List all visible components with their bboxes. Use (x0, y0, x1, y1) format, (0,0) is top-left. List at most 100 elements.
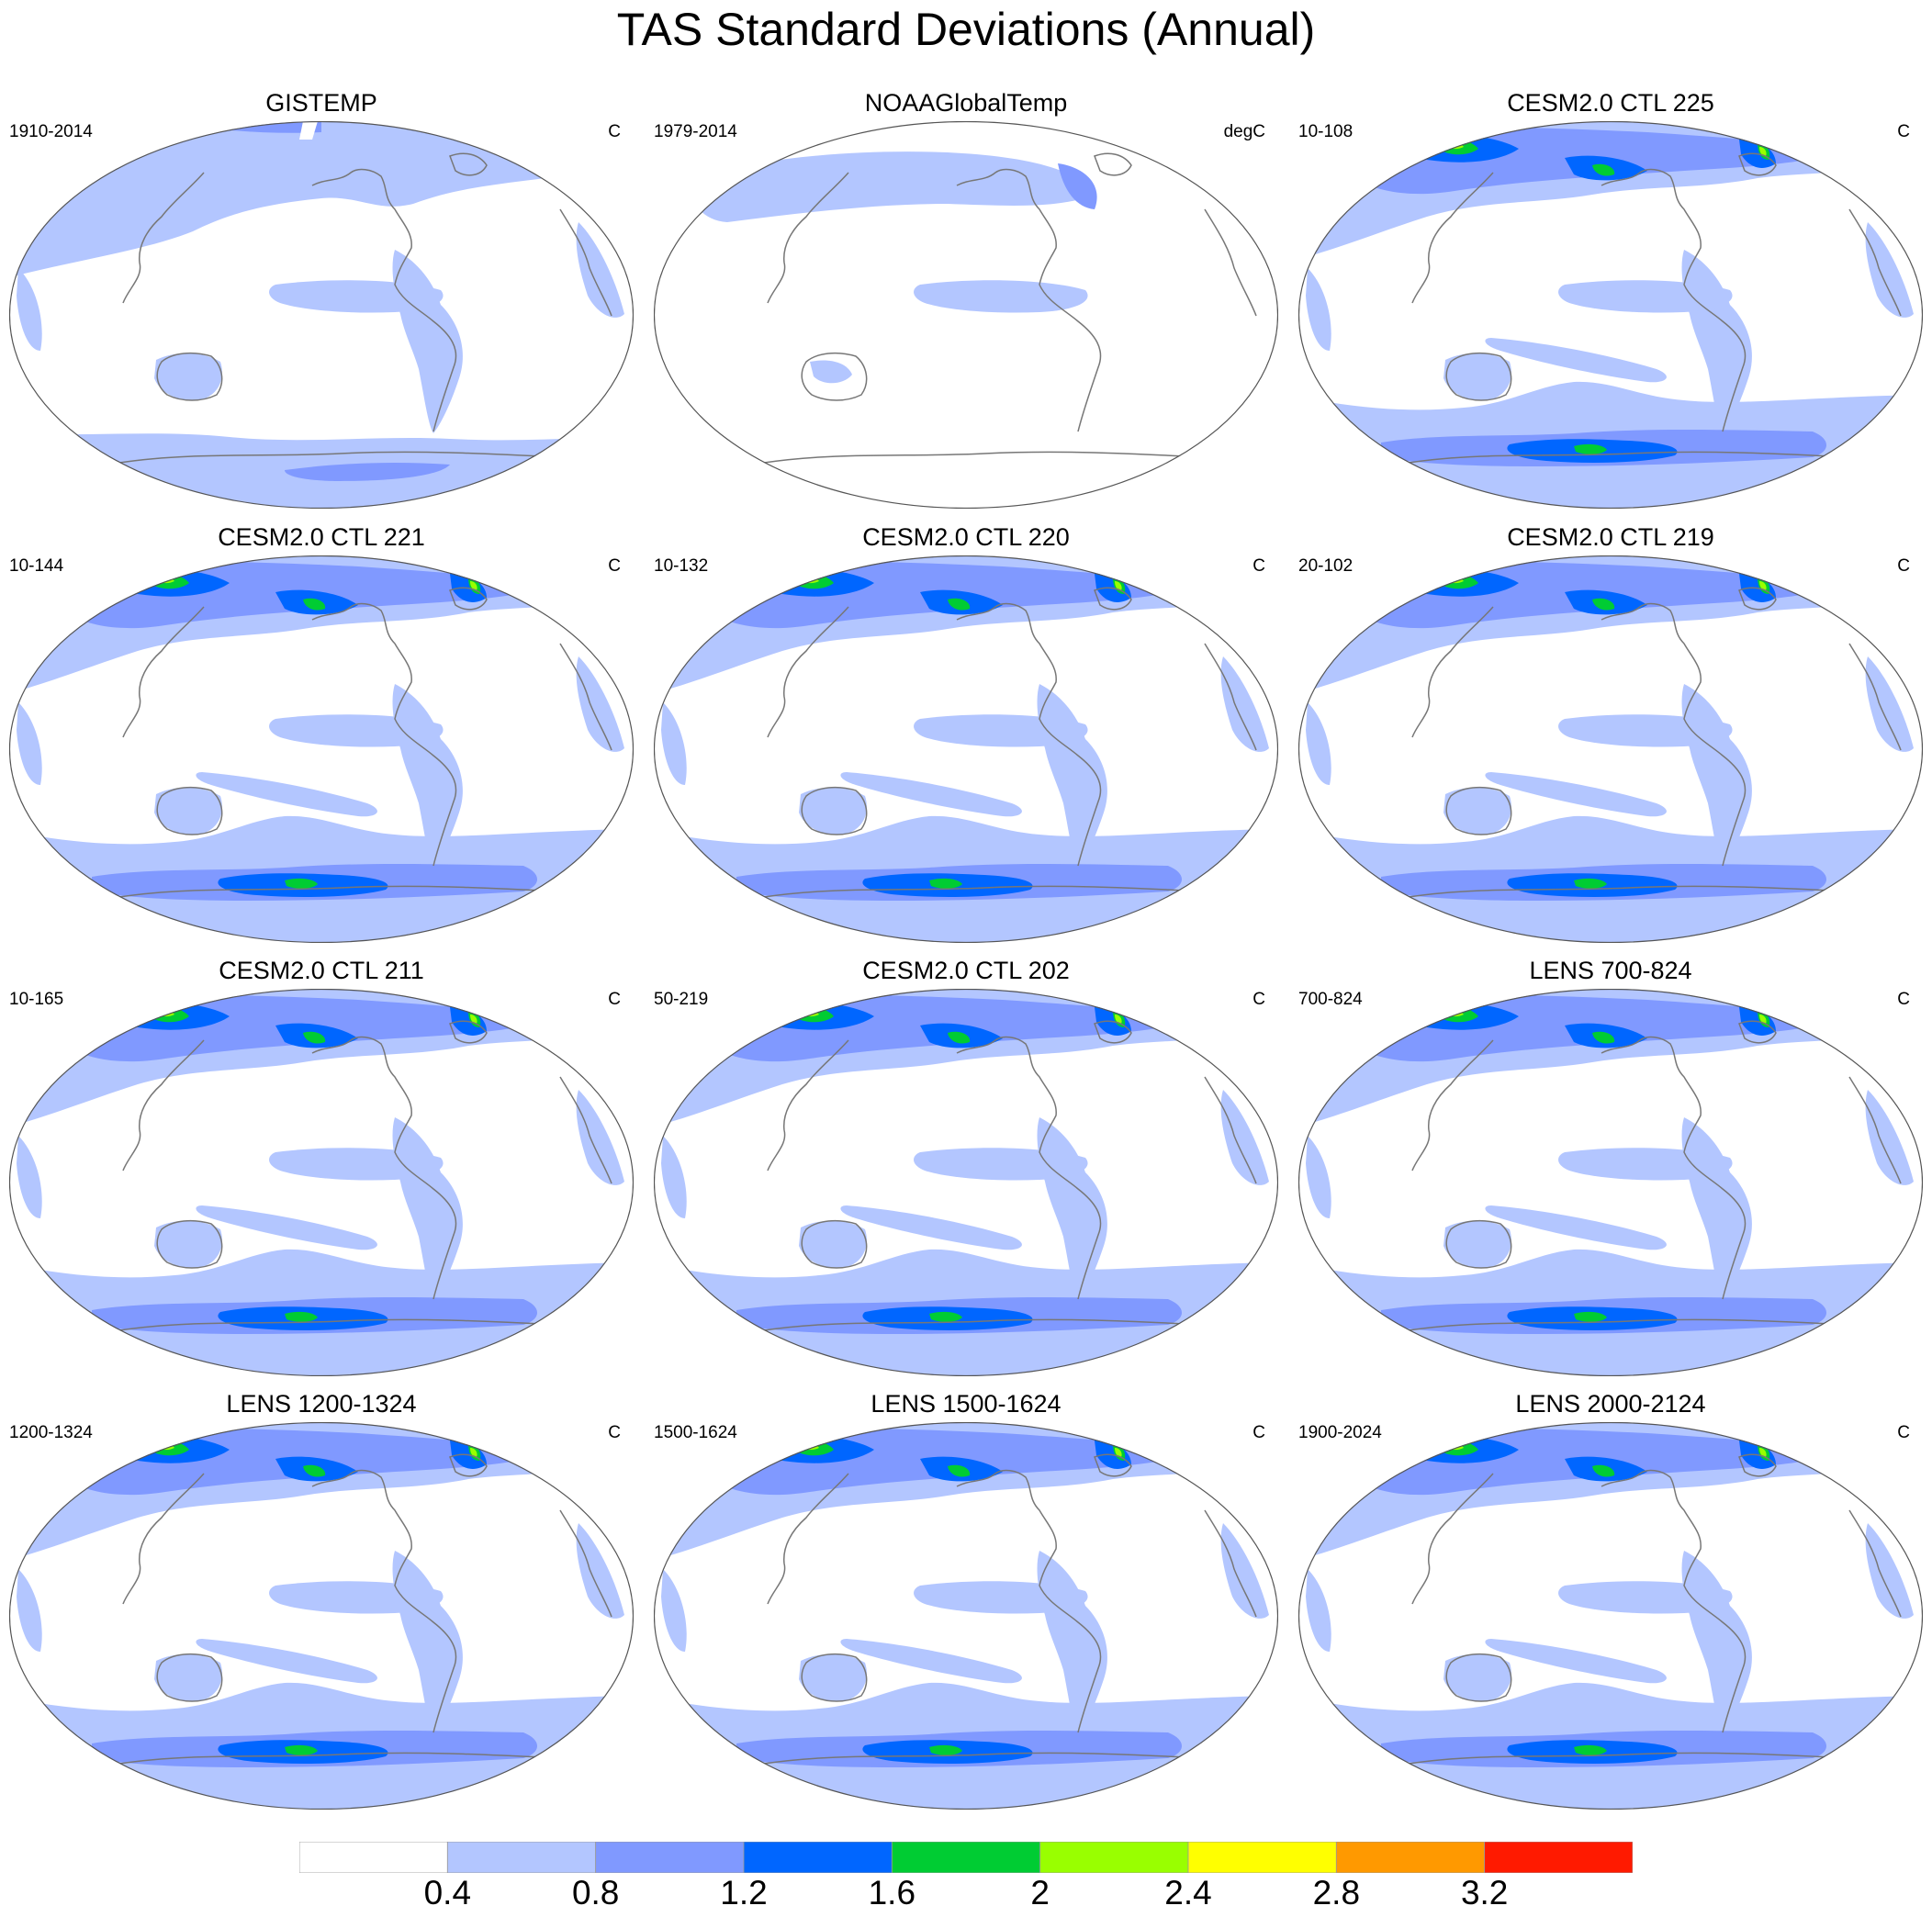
contour-0.4-0.8 (17, 222, 624, 433)
colorbar (299, 1842, 1633, 1873)
coastlines (763, 1020, 1257, 1331)
panel-title: CESM2.0 CTL 219 (1507, 523, 1714, 551)
panel-title: LENS 1200-1324 (226, 1390, 417, 1418)
map-panel: LENS 1500-1624 1500-1624 C (654, 1389, 1297, 1821)
contour-1.6-2 (1574, 443, 1607, 454)
robinson-map (654, 989, 1278, 1376)
contour-0.4-0.8 (661, 1090, 1269, 1301)
coastlines (1408, 587, 1902, 898)
contour-0.4-0.8 (196, 1205, 377, 1250)
panel-title: CESM2.0 CTL 225 (1507, 89, 1714, 117)
map-border (1298, 1422, 1923, 1810)
robinson-map (9, 121, 634, 509)
panel-period-label: 700-824 (1298, 990, 1363, 1009)
panel-period-label: 1500-1624 (654, 1423, 737, 1442)
contour-0.4-0.8 (914, 1148, 1088, 1181)
map-panel: LENS 700-824 700-824 C (1298, 956, 1932, 1387)
contour-1.6-2 (792, 1438, 1126, 1477)
colorbar-tick-label: 2.8 (1312, 1874, 1361, 1911)
map-panel: CESM2.0 CTL 220 10-132 C (654, 522, 1297, 954)
colorbar-swatch (891, 1842, 1041, 1873)
colorbar-tick-label: 0.8 (571, 1874, 620, 1911)
robinson-map (654, 121, 1278, 509)
contour-0.4-0.8 (661, 1523, 1269, 1734)
contour-1.6-2 (147, 571, 481, 611)
robinson-map (1298, 121, 1923, 509)
panel-unit-label: C (1252, 1423, 1265, 1442)
panel-unit-label: C (608, 122, 621, 141)
map-border (9, 555, 634, 943)
panel-period-label: 1910-2014 (9, 122, 93, 141)
colorbar-swatch (1187, 1842, 1337, 1873)
map-panel: CESM2.0 CTL 225 10-108 C (1298, 88, 1932, 520)
panel-unit-label: C (608, 556, 621, 576)
panel-title: GISTEMP (265, 89, 377, 117)
panel-unit-label: C (1897, 990, 1910, 1009)
map-panel: LENS 2000-2124 1900-2024 C (1298, 1389, 1932, 1821)
coastlines (1408, 1020, 1902, 1331)
panel-title: CESM2.0 CTL 220 (862, 523, 1070, 551)
contour-1.6-2 (147, 1438, 481, 1477)
robinson-map (1298, 989, 1923, 1376)
map-border (9, 1422, 634, 1810)
coastlines (118, 152, 612, 464)
contour-1.6-2 (792, 1004, 1126, 1044)
map-border (1298, 989, 1923, 1376)
map-panel: LENS 1200-1324 1200-1324 C (9, 1389, 652, 1821)
panel-period-label: 1979-2014 (654, 122, 737, 141)
panel-unit-label: degC (1223, 122, 1265, 141)
colorbar-tick-label: 3.2 (1460, 1874, 1509, 1911)
coastlines (763, 1453, 1257, 1765)
contour-0.4-0.8 (840, 1639, 1022, 1684)
map-panel: CESM2.0 CTL 219 20-102 C (1298, 522, 1932, 954)
contour-1.2-1.6 (1405, 567, 1776, 615)
contour-0.4-0.8 (1306, 1090, 1914, 1301)
colorbar-tick-label: 1.2 (720, 1874, 768, 1911)
contour-0.4-0.8 (840, 1205, 1022, 1250)
contour-1.2-1.6 (116, 1001, 488, 1048)
contour-1.6-2 (792, 571, 1126, 611)
contour-0.4-0.8 (196, 1639, 377, 1684)
panel-unit-label: C (1897, 556, 1910, 576)
contour-1.6-2 (1574, 1744, 1607, 1755)
panel-title: CESM2.0 CTL 211 (219, 957, 424, 984)
robinson-map (654, 1422, 1278, 1810)
map-border (1298, 121, 1923, 509)
map-border (654, 1422, 1278, 1810)
map-border (654, 555, 1278, 943)
colorbar-tick-label: 1.6 (868, 1874, 916, 1911)
contour-1.6-2 (285, 878, 318, 889)
panel-unit-label: C (608, 1423, 621, 1442)
contour-1.6-2 (1574, 1311, 1607, 1322)
panel-title: LENS 2000-2124 (1515, 1390, 1706, 1418)
contour-0.4-0.8 (1306, 222, 1914, 433)
contour-1.6-2 (929, 878, 962, 889)
contour-0.4-0.8 (661, 656, 1269, 868)
contour-1.2-1.6 (760, 567, 1131, 615)
contour-0.4-0.8 (269, 1581, 444, 1614)
colorbar-tick-label: 0.4 (423, 1874, 472, 1911)
map-border (654, 121, 1278, 509)
colorbar-tick-label: 2.4 (1164, 1874, 1212, 1911)
coastlines (118, 1453, 612, 1765)
figure-title: TAS Standard Deviations (Annual) (616, 4, 1316, 55)
panel-period-label: 50-219 (654, 990, 709, 1009)
contour-1.2-1.6 (760, 1434, 1131, 1482)
contour-0.4-0.8 (810, 360, 852, 384)
panel-unit-label: C (1252, 556, 1265, 576)
panel-unit-label: C (1897, 122, 1910, 141)
map-panel: GISTEMP 1910-2014 C (9, 88, 652, 520)
panel-period-label: 1200-1324 (9, 1423, 93, 1442)
contour-0.4-0.8 (914, 714, 1088, 747)
map-border (9, 989, 634, 1376)
contour-1.2-1.6 (760, 1001, 1131, 1048)
coastlines (1408, 1453, 1902, 1765)
contour-0.4-0.8 (9, 121, 634, 277)
contour-0.4-0.8 (1558, 280, 1733, 313)
contour-1.6-2 (285, 1744, 318, 1755)
panel-title: LENS 1500-1624 (871, 1390, 1061, 1418)
panel-period-label: 10-165 (9, 990, 64, 1009)
map-panel: CESM2.0 CTL 211 10-165 C (9, 956, 652, 1387)
contour-1.6-2 (1574, 878, 1607, 889)
contour-0.4-0.8 (1485, 1639, 1667, 1684)
